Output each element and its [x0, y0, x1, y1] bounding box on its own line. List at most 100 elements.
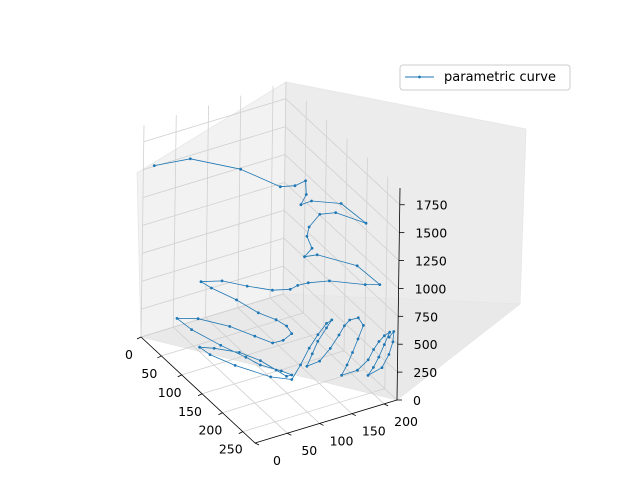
- axes: [136, 187, 405, 446]
- z-axis-line: [396, 187, 401, 401]
- series-point: [377, 355, 381, 359]
- series-point: [310, 246, 314, 250]
- series-point: [380, 366, 384, 369]
- pane-back: [282, 81, 527, 305]
- series-point: [364, 221, 368, 225]
- series-point: [290, 373, 294, 377]
- series-point: [259, 359, 262, 362]
- pane-left: [136, 81, 287, 338]
- series-point: [233, 364, 237, 367]
- y-tick-label: 0: [273, 453, 281, 468]
- series-point: [274, 368, 278, 372]
- z-gridline: [142, 154, 400, 261]
- z-tick-label: 500: [414, 337, 438, 352]
- series-point: [348, 318, 352, 322]
- series-point: [271, 341, 274, 345]
- series-point: [304, 193, 308, 196]
- series-point: [316, 333, 320, 336]
- z-gridline: [141, 237, 399, 345]
- series-point: [305, 364, 309, 368]
- series-point: [196, 317, 200, 321]
- series-point: [334, 211, 338, 215]
- series-point: [190, 328, 194, 331]
- series-point: [310, 199, 313, 203]
- x-tick-label: 100: [158, 385, 182, 400]
- series-point: [293, 184, 297, 188]
- series-point: [212, 346, 216, 350]
- x-tick-label: 50: [141, 366, 157, 381]
- y-axis-line: [254, 399, 398, 444]
- y-tick-label: 100: [330, 433, 354, 448]
- series-point: [303, 255, 306, 259]
- series-point: [238, 351, 241, 354]
- x-axis-line: [140, 336, 256, 444]
- x-tick-label: 200: [198, 423, 222, 438]
- z-gridline: [142, 209, 399, 317]
- series-point: [299, 203, 303, 207]
- x-tick-mark: [157, 355, 162, 359]
- series-point: [306, 281, 310, 285]
- y-tick-mark: [254, 442, 260, 446]
- x-tick-label: 0: [125, 347, 133, 362]
- legend-marker-sample: [418, 75, 421, 79]
- gridlines: [140, 81, 401, 444]
- series-point: [208, 353, 212, 356]
- series-point: [220, 279, 224, 283]
- plot-area: [152, 157, 396, 381]
- series-point: [372, 348, 375, 351]
- legend-label: parametric curve: [444, 70, 556, 85]
- series-point: [351, 351, 354, 354]
- series-point: [337, 333, 341, 337]
- series-point: [340, 373, 343, 377]
- series-point: [188, 157, 192, 161]
- z-gridline: [140, 293, 398, 401]
- series-point: [245, 284, 249, 288]
- series-line: [154, 158, 395, 380]
- legend: parametric curve: [399, 64, 571, 91]
- series-point: [366, 374, 370, 377]
- x-tick-label: 250: [219, 442, 243, 457]
- series-point: [355, 264, 359, 268]
- series-point: [269, 375, 273, 379]
- series-point: [391, 340, 395, 344]
- series-point: [253, 334, 257, 338]
- z-gridline: [143, 126, 400, 233]
- y-tick-label: 50: [301, 443, 317, 458]
- series-point: [305, 234, 309, 238]
- y-tick-mark: [383, 403, 389, 407]
- series-point: [366, 358, 370, 362]
- series-point: [256, 311, 260, 315]
- legend-box: [399, 64, 571, 91]
- series-point: [310, 352, 314, 356]
- series-point: [318, 359, 321, 363]
- z-tick-label: 1750: [416, 198, 448, 213]
- series-point: [318, 212, 322, 216]
- series-point: [210, 286, 213, 290]
- series-point: [307, 346, 311, 350]
- series-point: [198, 345, 202, 349]
- z-tick-label: 0: [413, 393, 421, 408]
- series-point: [362, 324, 365, 327]
- series-point: [343, 324, 346, 328]
- series-point: [288, 287, 292, 291]
- series-point: [219, 343, 223, 347]
- series-point: [304, 179, 307, 183]
- series-point: [392, 330, 396, 333]
- series-point: [199, 280, 203, 284]
- series-point: [290, 332, 294, 335]
- z-tick-label: 1500: [415, 226, 447, 241]
- x-tick-mark: [218, 412, 223, 416]
- series-point: [290, 378, 294, 381]
- series-point: [315, 253, 319, 257]
- series-point: [316, 339, 320, 343]
- y-tick-label: 150: [362, 424, 386, 439]
- series-point: [175, 317, 179, 320]
- series-point: [377, 340, 381, 343]
- series-point: [244, 355, 248, 359]
- series-point: [325, 322, 328, 325]
- series-point: [356, 316, 360, 320]
- y-tick-mark: [287, 432, 292, 436]
- z-tick-label: 250: [413, 365, 437, 380]
- series-point: [325, 326, 328, 330]
